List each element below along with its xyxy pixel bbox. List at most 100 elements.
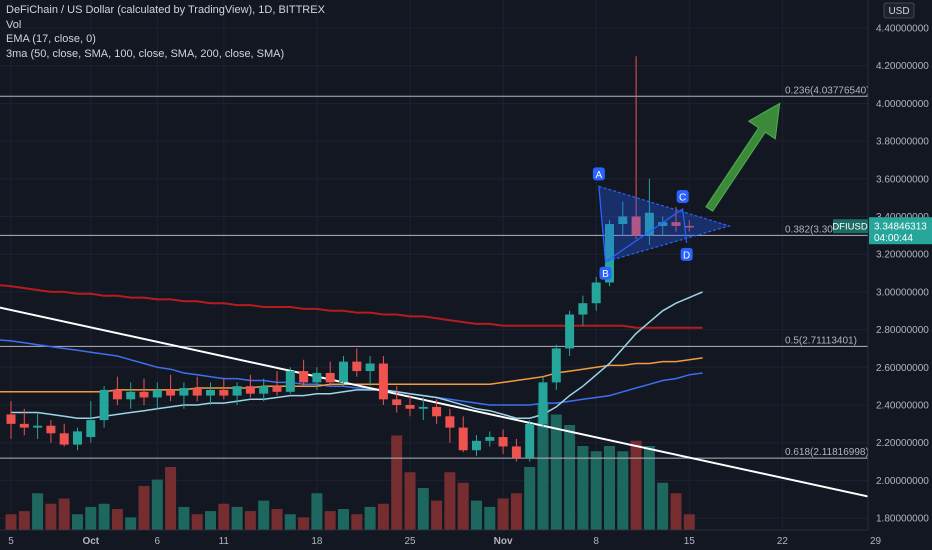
candle-body <box>405 405 415 409</box>
volume-bar <box>364 506 376 530</box>
pattern-point-label: D <box>683 250 690 261</box>
fib-levels: 0.236(4.03776540) 0.382(3.30 0.5(2.7111340… <box>0 85 870 459</box>
volume-bar <box>72 514 83 530</box>
price-tick-label: 2.20000000 <box>876 438 929 449</box>
candle-body <box>631 216 641 236</box>
volume-bar <box>271 509 283 530</box>
pattern-point-label: B <box>602 269 609 280</box>
candle-body <box>59 433 69 445</box>
volume-bar <box>471 500 482 530</box>
candle-body <box>325 372 335 383</box>
candle-body <box>99 389 109 421</box>
candle-body <box>418 406 428 409</box>
time-tick-label: 11 <box>219 536 230 547</box>
candle-body <box>472 440 481 451</box>
volume-bar <box>284 514 296 530</box>
candle-body <box>192 388 202 396</box>
volume-bar <box>191 514 203 530</box>
price-tick-label: 4.40000000 <box>876 24 929 35</box>
volume-bar <box>18 511 30 530</box>
volume-bar <box>138 485 150 530</box>
candle-body <box>285 371 295 392</box>
candle-body <box>485 437 495 441</box>
volume-bar <box>165 467 177 530</box>
abcd-path <box>598 186 688 263</box>
volume-bar <box>231 506 243 530</box>
price-tick-label: 3.80000000 <box>876 137 929 148</box>
volume-bar <box>564 425 576 530</box>
moving-averages-indicator-label: 3ma (50, close, SMA, 100, close, SMA, 20… <box>6 47 285 60</box>
candle-body <box>432 406 442 417</box>
volume-bar <box>32 493 44 530</box>
price-tick-label: 2.80000000 <box>876 325 929 336</box>
volume-bar <box>5 514 17 530</box>
candle-body <box>511 446 521 458</box>
volume-bars <box>5 404 695 530</box>
time-tick-label: 22 <box>777 536 789 547</box>
time-tick-label: 18 <box>311 536 323 547</box>
price-tick-label: 2.40000000 <box>876 401 929 412</box>
pattern-point-marker <box>680 247 693 261</box>
symbol-tag <box>833 219 868 234</box>
candle-body <box>445 416 455 428</box>
volume-bar <box>524 467 536 530</box>
volume-bar <box>537 404 549 530</box>
ma200-line <box>0 284 703 329</box>
candles <box>6 56 694 462</box>
fib-level-label: 0.236(4.03776540) <box>785 85 870 96</box>
last-price-tag <box>869 217 932 245</box>
time-tick-label: 15 <box>684 536 696 547</box>
volume-bar <box>178 506 190 530</box>
volume-bar <box>590 451 602 530</box>
time-tick-label: Nov <box>494 536 513 547</box>
volume-bar <box>643 446 655 530</box>
volume-bar <box>457 482 469 530</box>
candle-body <box>46 425 56 434</box>
pattern-point-marker <box>592 167 605 181</box>
candle-body <box>245 386 255 394</box>
volume-bar <box>205 511 216 530</box>
volume-bar <box>98 503 110 530</box>
volume-bar <box>244 511 256 530</box>
candle-body <box>525 423 535 458</box>
volume-bar <box>444 472 456 530</box>
candle-body <box>33 425 43 428</box>
candle-body <box>73 431 82 445</box>
candle-body <box>139 391 149 398</box>
volume-indicator-label: Vol <box>6 18 22 31</box>
ema17-line <box>11 291 703 419</box>
pattern-point-label: A <box>596 170 603 181</box>
price-tick-label: 2.60000000 <box>876 363 929 374</box>
volume-bar <box>45 503 57 530</box>
volume-bar <box>510 493 522 530</box>
time-tick-label: 6 <box>155 536 161 547</box>
candle-body <box>551 348 561 383</box>
price-tick-label: 3.60000000 <box>876 174 929 185</box>
volume-bar <box>58 498 70 530</box>
candle-body <box>86 420 96 438</box>
price-tick-label: 1.80000000 <box>876 514 929 525</box>
candle-body <box>618 216 628 225</box>
candle-body <box>605 224 614 283</box>
volume-bar <box>670 493 682 530</box>
last-price-label: 3.34846313 <box>874 222 927 233</box>
candle-body <box>658 222 668 226</box>
volume-bar <box>550 414 562 530</box>
candle-body <box>644 212 654 236</box>
chart-legend: DeFiChain / US Dollar (calculated by Tra… <box>6 3 325 61</box>
candle-body <box>206 389 215 396</box>
candle-body <box>299 371 309 383</box>
price-tick-label: 4.00000000 <box>876 99 929 110</box>
candle-body <box>565 314 575 349</box>
candle-body <box>232 386 242 396</box>
time-tick-label: 29 <box>870 536 882 547</box>
volume-bar <box>683 514 695 530</box>
candle-body <box>6 414 16 424</box>
time-tick-label: 8 <box>593 536 599 547</box>
ema-indicator-label: EMA (17, close, 0) <box>6 33 96 45</box>
volume-bar <box>630 440 642 530</box>
volume-bar <box>218 503 230 530</box>
descending-trendline <box>0 306 916 508</box>
candle-body <box>272 386 282 392</box>
